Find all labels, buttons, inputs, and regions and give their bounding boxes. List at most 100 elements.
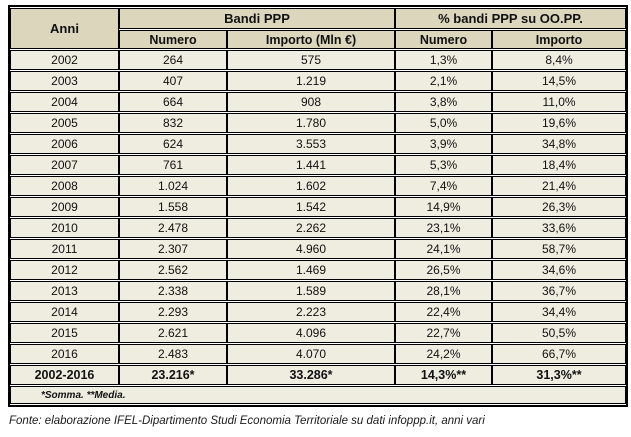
cell-importo-mln: 1.441 bbox=[227, 155, 395, 175]
cell-numero: 2.621 bbox=[119, 323, 227, 343]
cell-anno: 2010 bbox=[10, 218, 119, 238]
cell-pct-importo: 11,0% bbox=[492, 92, 627, 112]
cell-pct-numero: 5,3% bbox=[395, 155, 492, 175]
cell-anno: 2014 bbox=[10, 302, 119, 322]
cell-anno: 2005 bbox=[10, 113, 119, 133]
cell-pct-importo: 14,5% bbox=[492, 71, 627, 91]
cell-pct-numero: 14,9% bbox=[395, 197, 492, 217]
cell-numero: 664 bbox=[119, 92, 227, 112]
column-header-anni: Anni bbox=[10, 8, 119, 49]
column-header-pct-importo: Importo bbox=[492, 30, 627, 49]
table-row: 2010 2.478 2.262 23,1% 33,6% bbox=[10, 218, 627, 238]
cell-numero: 624 bbox=[119, 134, 227, 154]
table-row: 2011 2.307 4.960 24,1% 58,7% bbox=[10, 239, 627, 259]
cell-pct-numero: 3,8% bbox=[395, 92, 492, 112]
table-row: 2008 1.024 1.602 7,4% 21,4% bbox=[10, 176, 627, 196]
table-row: 2007 761 1.441 5,3% 18,4% bbox=[10, 155, 627, 175]
cell-pct-numero: 7,4% bbox=[395, 176, 492, 196]
cell-anno: 2016 bbox=[10, 344, 119, 364]
cell-numero: 2.562 bbox=[119, 260, 227, 280]
table-row: 2012 2.562 1.469 26,5% 34,6% bbox=[10, 260, 627, 280]
column-header-importo-mln: Importo (Mln €) bbox=[227, 30, 395, 49]
cell-pct-importo: 18,4% bbox=[492, 155, 627, 175]
cell-numero: 2.293 bbox=[119, 302, 227, 322]
column-header-numero: Numero bbox=[119, 30, 227, 49]
cell-numero: 407 bbox=[119, 71, 227, 91]
table-row: 2002 264 575 1,3% 8,4% bbox=[10, 50, 627, 70]
cell-importo-mln: 1.780 bbox=[227, 113, 395, 133]
cell-anno: 2003 bbox=[10, 71, 119, 91]
cell-pct-importo: 33,6% bbox=[492, 218, 627, 238]
cell-pct-importo: 34,4% bbox=[492, 302, 627, 322]
table-row: 2016 2.483 4.070 24,2% 66,7% bbox=[10, 344, 627, 364]
table-row: 2014 2.293 2.223 22,4% 34,4% bbox=[10, 302, 627, 322]
group-header-pct-bandi-ppp: % bandi PPP su OO.PP. bbox=[395, 8, 627, 29]
cell-importo-mln: 1.469 bbox=[227, 260, 395, 280]
cell-pct-numero: 23,1% bbox=[395, 218, 492, 238]
cell-numero: 2.338 bbox=[119, 281, 227, 301]
cell-importo-mln: 2.223 bbox=[227, 302, 395, 322]
cell-importo-mln: 1.542 bbox=[227, 197, 395, 217]
cell-pct-numero: 2,1% bbox=[395, 71, 492, 91]
cell-pct-importo: 36,7% bbox=[492, 281, 627, 301]
cell-numero: 1.024 bbox=[119, 176, 227, 196]
cell-pct-numero: 22,4% bbox=[395, 302, 492, 322]
total-anni: 2002-2016 bbox=[10, 365, 119, 385]
group-header-row: Anni Bandi PPP % bandi PPP su OO.PP. bbox=[10, 8, 627, 49]
total-importo-mln: 33.286* bbox=[227, 365, 395, 385]
cell-pct-numero: 26,5% bbox=[395, 260, 492, 280]
cell-anno: 2013 bbox=[10, 281, 119, 301]
table-row: 2015 2.621 4.096 22,7% 50,5% bbox=[10, 323, 627, 343]
cell-anno: 2009 bbox=[10, 197, 119, 217]
table-row: 2013 2.338 1.589 28,1% 36,7% bbox=[10, 281, 627, 301]
cell-anno: 2012 bbox=[10, 260, 119, 280]
table-body: 2002 264 575 1,3% 8,4% 2003 407 1.219 2,1% 14,5% 2… bbox=[10, 50, 627, 364]
column-header-pct-numero: Numero bbox=[395, 30, 492, 49]
cell-pct-numero: 22,7% bbox=[395, 323, 492, 343]
cell-anno: 2004 bbox=[10, 92, 119, 112]
cell-numero: 761 bbox=[119, 155, 227, 175]
ppp-table: Anni Bandi PPP % bandi PPP su OO.PP. Num… bbox=[8, 5, 629, 407]
cell-numero: 832 bbox=[119, 113, 227, 133]
cell-numero: 1.558 bbox=[119, 197, 227, 217]
cell-importo-mln: 908 bbox=[227, 92, 395, 112]
cell-importo-mln: 575 bbox=[227, 50, 395, 70]
cell-numero: 2.483 bbox=[119, 344, 227, 364]
cell-pct-importo: 8,4% bbox=[492, 50, 627, 70]
cell-pct-importo: 58,7% bbox=[492, 239, 627, 259]
cell-importo-mln: 1.589 bbox=[227, 281, 395, 301]
cell-pct-numero: 24,1% bbox=[395, 239, 492, 259]
cell-pct-importo: 21,4% bbox=[492, 176, 627, 196]
cell-pct-numero: 28,1% bbox=[395, 281, 492, 301]
cell-pct-numero: 3,9% bbox=[395, 134, 492, 154]
cell-anno: 2011 bbox=[10, 239, 119, 259]
cell-anno: 2015 bbox=[10, 323, 119, 343]
cell-anno: 2006 bbox=[10, 134, 119, 154]
cell-pct-importo: 34,8% bbox=[492, 134, 627, 154]
cell-pct-numero: 24,2% bbox=[395, 344, 492, 364]
cell-importo-mln: 3.553 bbox=[227, 134, 395, 154]
table-row: 2003 407 1.219 2,1% 14,5% bbox=[10, 71, 627, 91]
cell-pct-importo: 50,5% bbox=[492, 323, 627, 343]
cell-importo-mln: 4.096 bbox=[227, 323, 395, 343]
table-row: 2004 664 908 3,8% 11,0% bbox=[10, 92, 627, 112]
cell-importo-mln: 4.070 bbox=[227, 344, 395, 364]
total-row: 2002-2016 23.216* 33.286* 14,3%** 31,3%*… bbox=[10, 365, 627, 385]
cell-anno: 2008 bbox=[10, 176, 119, 196]
group-header-bandi-ppp: Bandi PPP bbox=[119, 8, 395, 29]
cell-numero: 2.307 bbox=[119, 239, 227, 259]
total-pct-importo: 31,3%** bbox=[492, 365, 627, 385]
cell-pct-importo: 34,6% bbox=[492, 260, 627, 280]
total-pct-numero: 14,3%** bbox=[395, 365, 492, 385]
cell-pct-numero: 1,3% bbox=[395, 50, 492, 70]
table-row: 2005 832 1.780 5,0% 19,6% bbox=[10, 113, 627, 133]
cell-importo-mln: 1.219 bbox=[227, 71, 395, 91]
footnote-row: *Somma. **Media. bbox=[10, 386, 627, 404]
cell-anno: 2007 bbox=[10, 155, 119, 175]
sub-header-row: Numero Importo (Mln €) Numero Importo bbox=[10, 30, 627, 49]
total-numero: 23.216* bbox=[119, 365, 227, 385]
cell-pct-importo: 26,3% bbox=[492, 197, 627, 217]
cell-pct-numero: 5,0% bbox=[395, 113, 492, 133]
cell-anno: 2002 bbox=[10, 50, 119, 70]
cell-pct-importo: 66,7% bbox=[492, 344, 627, 364]
